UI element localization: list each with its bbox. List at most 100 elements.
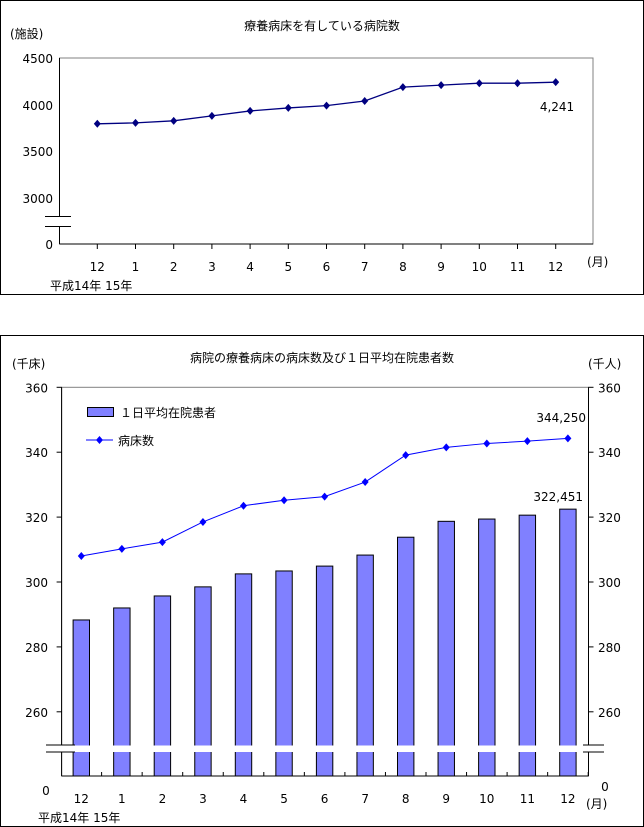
data-point [552, 78, 560, 87]
data-point [208, 111, 216, 120]
left-y-tick-label: 260 [25, 706, 48, 720]
bar [72, 619, 90, 777]
data-label: 322,451 [533, 490, 583, 504]
data-point [361, 478, 369, 487]
chart-title: 病院の療養病床の病床数及び１日平均在院患者数 [190, 350, 454, 365]
right-zero-label: 0 [601, 780, 609, 794]
data-point [442, 443, 450, 452]
x-tick-label: 5 [280, 792, 288, 806]
right-y-tick-label: 260 [598, 706, 621, 720]
left-y-tick-label: 340 [25, 446, 48, 460]
data-point [564, 434, 572, 443]
legend-marker [96, 436, 103, 444]
bar [194, 586, 212, 777]
data-point [361, 97, 369, 106]
right-y-tick-label: 280 [598, 641, 621, 655]
bar [397, 536, 415, 777]
x-tick-label: 8 [402, 792, 410, 806]
bar [559, 508, 577, 777]
x-tick-label: 9 [437, 260, 445, 274]
right-y-tick-label: 360 [598, 381, 621, 395]
x-tick-label: 7 [361, 792, 369, 806]
data-point [483, 439, 491, 448]
year-label: 平成14年 15年 [50, 279, 132, 293]
x-tick-label: 10 [479, 792, 494, 806]
data-point [199, 517, 207, 526]
data-point [323, 101, 330, 110]
data-point [118, 544, 126, 553]
x-tick-label: 11 [520, 792, 535, 806]
x-tick-label: 2 [170, 260, 178, 274]
x-axis-unit-label: (月) [586, 797, 607, 811]
data-label: 344,250 [536, 411, 586, 425]
left-y-tick-label: 280 [25, 641, 48, 655]
data-point [170, 116, 178, 125]
x-tick-label: 9 [442, 792, 450, 806]
x-tick-label: 12 [90, 260, 105, 274]
left-y-tick-label: 360 [25, 381, 48, 395]
data-point [280, 496, 288, 505]
chart-title: 療養病床を有している病院数 [244, 18, 400, 33]
bar [234, 573, 253, 777]
data-point [399, 83, 407, 92]
x-tick-label: 5 [284, 260, 292, 274]
x-tick-label: 3 [208, 260, 216, 274]
x-tick-label: 4 [246, 260, 254, 274]
bar [153, 595, 172, 777]
data-point [514, 79, 521, 88]
data-point [284, 103, 292, 112]
x-axis-unit-label: (月) [587, 255, 608, 269]
x-tick-label: 11 [510, 260, 525, 274]
legend-line-label: 病床数 [118, 433, 154, 448]
y-tick-label: 4500 [22, 52, 53, 66]
data-point [77, 552, 85, 561]
x-tick-label: 2 [159, 792, 167, 806]
x-tick-label: 8 [399, 260, 407, 274]
right-y-tick-label: 340 [598, 446, 621, 460]
bar [275, 570, 293, 777]
bar [437, 520, 455, 777]
axis-break-gap [44, 745, 604, 752]
y-tick-label: 4000 [22, 99, 53, 113]
x-tick-label: 4 [240, 792, 248, 806]
data-point [437, 81, 445, 90]
x-tick-label: 12 [560, 792, 575, 806]
data-point [402, 451, 410, 460]
x-tick-label: 6 [323, 260, 331, 274]
x-tick-label: 7 [361, 260, 369, 274]
bar [113, 607, 131, 777]
data-label: 4,241 [540, 100, 574, 114]
y-axis-unit-label: (施設) [10, 26, 43, 41]
left-zero-label: 0 [42, 784, 50, 798]
x-tick-label: 12 [74, 792, 89, 806]
y-tick-label: 3500 [22, 145, 53, 159]
bar [315, 565, 334, 777]
left-y-tick-label: 300 [25, 576, 48, 590]
x-tick-label: 12 [548, 260, 563, 274]
right-axis-unit-label: (千人) [588, 357, 621, 371]
x-tick-label: 1 [132, 260, 140, 274]
y-tick-label: 0 [45, 238, 53, 252]
bar [518, 514, 537, 777]
legend-bar-swatch [87, 407, 114, 417]
legend-bar-label: １日平均在院患者 [120, 406, 216, 420]
x-tick-label: 3 [199, 792, 207, 806]
x-tick-label: 10 [472, 260, 487, 274]
right-y-tick-label: 300 [598, 576, 621, 590]
data-point [240, 501, 247, 510]
bar [356, 554, 374, 777]
data-point [523, 437, 531, 446]
data-point [132, 118, 139, 127]
x-tick-label: 6 [321, 792, 329, 806]
data-point [158, 538, 166, 547]
data-point [321, 492, 329, 501]
data-point [475, 79, 483, 88]
bar [478, 518, 496, 777]
left-axis-unit-label: (千床) [12, 357, 45, 371]
axis-break-gap [44, 217, 74, 226]
left-y-tick-label: 320 [25, 511, 48, 525]
right-y-tick-label: 320 [598, 511, 621, 525]
y-tick-label: 3000 [22, 192, 53, 206]
